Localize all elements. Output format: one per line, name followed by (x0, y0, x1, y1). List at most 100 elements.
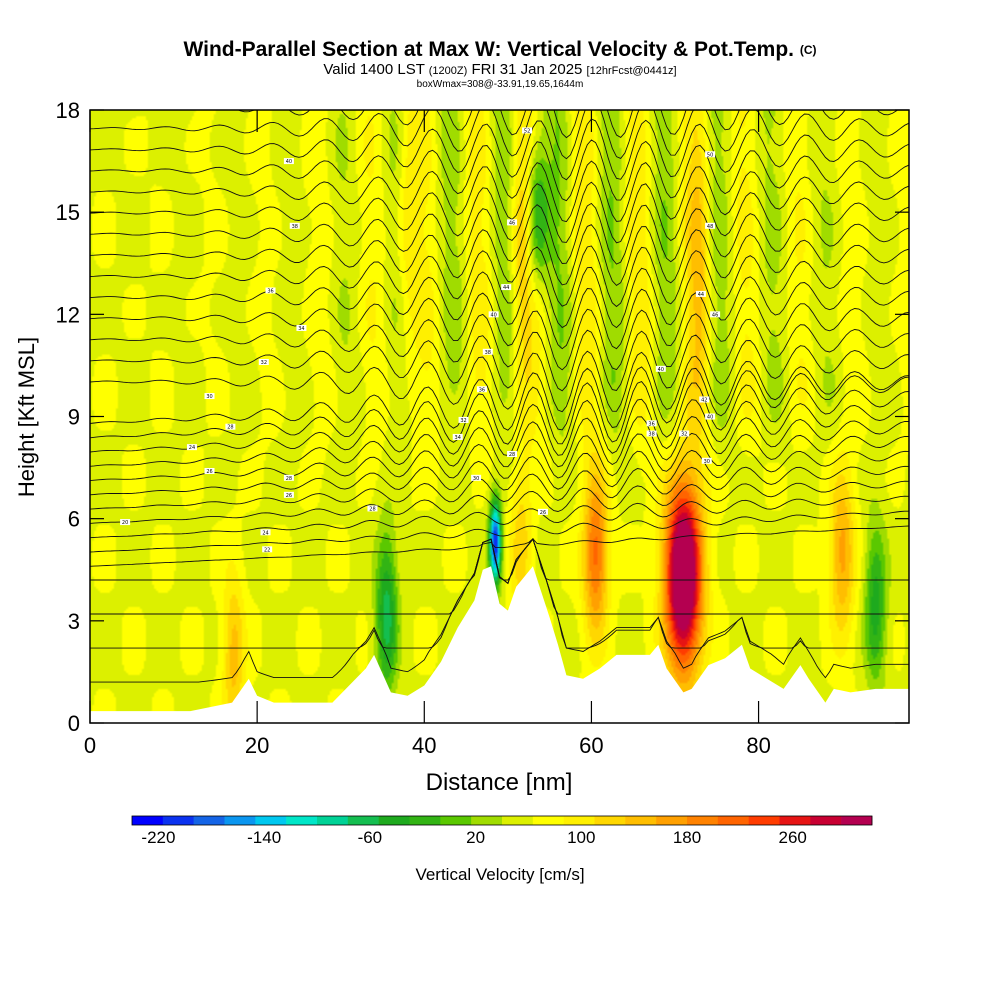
theta-contour-line (90, 139, 909, 202)
contour-label-bg (260, 529, 271, 536)
x-tick-label: 80 (746, 733, 770, 758)
y-tick-label: 18 (56, 98, 80, 123)
terrain (90, 566, 909, 723)
contour-label-bg (507, 450, 518, 457)
contour-label-bg (701, 457, 712, 464)
x-tick-labels: 0 20 40 60 80 (84, 733, 771, 758)
contour-label-bg (204, 467, 215, 474)
x-tick-label: 20 (245, 733, 269, 758)
contour-label-bg (655, 365, 666, 372)
title-text: Wind-Parallel Section at Max W: Vertical… (183, 38, 794, 61)
contour-label-bg (699, 396, 710, 403)
contour-label-bg (283, 158, 294, 165)
colorbar-tick-label: -140 (247, 828, 281, 847)
contour-label-bg (705, 151, 716, 158)
theta-contour-line (189, 110, 899, 139)
colorbar-tick-label: 180 (673, 828, 701, 847)
contour-label: 38 (292, 224, 298, 230)
contour-label: 40 (490, 312, 496, 318)
theta-contour-line (90, 538, 909, 581)
contour-label-bg (679, 430, 690, 437)
contour-label: 34 (298, 326, 304, 332)
forecast-info: [12hrFcst@0441z] (586, 65, 677, 77)
colorbar-tick-label: 20 (466, 828, 485, 847)
contour-label: 38 (648, 432, 654, 438)
colorbar-swatch (594, 816, 626, 825)
title-block: Wind-Parallel Section at Max W: Vertical… (0, 38, 1000, 91)
contour-label: 32 (460, 418, 466, 424)
theta-contour-line (90, 110, 909, 160)
contour-label: 40 (707, 415, 713, 421)
contour-label-bg (646, 420, 657, 427)
colorbar-swatch (378, 816, 410, 825)
y-tick-labels: 0 3 6 9 12 15 18 (56, 98, 80, 736)
contour-label-bg (705, 413, 716, 420)
colorbar-tick-labels: -220 -140 -60 20 100 180 260 (141, 828, 806, 847)
colorbar-swatch (440, 816, 472, 825)
contour-label-bg (225, 423, 236, 430)
colorbar-swatch (656, 816, 688, 825)
y-tick-label: 0 (68, 711, 80, 736)
colorbar-swatch (347, 816, 379, 825)
contour-label-bg (296, 324, 307, 331)
colorbar-swatch (810, 816, 842, 825)
contour-label: 36 (479, 387, 485, 393)
theta-contour-line (90, 224, 909, 286)
theta-contour-line (90, 202, 909, 265)
theta-contour-line (90, 160, 909, 223)
contour-label-bg (265, 287, 276, 294)
theta-contour-line (90, 329, 909, 392)
contour-label: 24 (262, 530, 268, 536)
x-axis-label: Distance [nm] (426, 769, 573, 796)
y-tick-label: 6 (68, 507, 80, 532)
contour-label: 46 (509, 220, 515, 226)
contour-label: 34 (455, 435, 461, 441)
contour-label: 44 (503, 285, 509, 291)
colorbar-swatch (841, 816, 873, 825)
contour-label-bg (501, 284, 512, 291)
y-tick-label: 12 (56, 302, 80, 327)
contour-label: 28 (369, 506, 375, 512)
colorbar-swatch (255, 816, 287, 825)
contour-label: 26 (540, 510, 546, 516)
contour-label-bg (488, 311, 499, 318)
theta-contour-line (90, 118, 909, 181)
contour-label: 40 (658, 367, 664, 373)
contour-label: 36 (648, 421, 654, 427)
contour-label-bg (258, 359, 269, 366)
contour-label: 30 (206, 394, 212, 400)
theta-contour-line (90, 510, 909, 553)
contour-label-bg (452, 433, 463, 440)
colorbar-swatch (409, 816, 441, 825)
theta-contour-line (90, 398, 909, 456)
colorbar-swatch (317, 816, 349, 825)
contour-label-bg (646, 430, 657, 437)
colorbar-swatch (563, 816, 595, 825)
colorbar-tick-label: -220 (141, 828, 175, 847)
contour-label-bg (262, 546, 273, 553)
theta-contour-line (90, 181, 909, 244)
y-tick-label: 9 (68, 405, 80, 430)
y-tick-label: 15 (56, 200, 80, 225)
contour-label-bg (283, 474, 294, 481)
colorbar-swatch (532, 816, 564, 825)
theta-contour-line (90, 381, 909, 445)
contour-label: 46 (712, 312, 718, 318)
colorbar-swatch (779, 816, 811, 825)
contour-label: 24 (189, 445, 195, 451)
contour-label: 50 (707, 152, 713, 158)
contour-label: 30 (473, 476, 479, 482)
theta-contour-line (90, 308, 909, 371)
contour-label-bg (705, 222, 716, 229)
theta-contour-line (90, 416, 909, 468)
contour-label-bg (476, 386, 487, 393)
colorbar-swatch (502, 816, 534, 825)
contour-label: 42 (701, 397, 707, 403)
colorbar-swatch (717, 816, 749, 825)
contour-label-bg (204, 393, 215, 400)
colorbar-swatch (625, 816, 657, 825)
theta-contour-line (90, 350, 909, 413)
contour-label-bg (522, 127, 533, 134)
contour-label-bg (482, 348, 493, 355)
contour-label: 32 (681, 432, 687, 438)
